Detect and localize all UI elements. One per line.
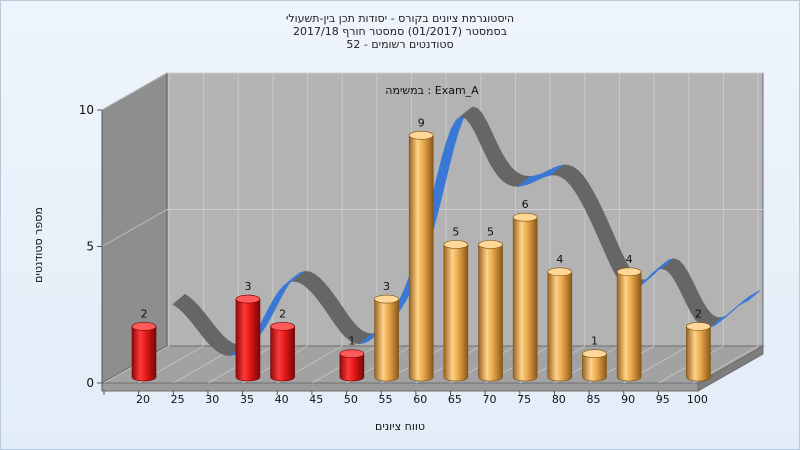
- bar-top: [408, 131, 434, 140]
- y-tick-label: 0: [86, 376, 94, 390]
- bar: [478, 244, 503, 382]
- bar-value-label: 2: [695, 307, 702, 320]
- x-tick-label: 65: [448, 393, 462, 406]
- grid-line-h-side: [101, 209, 168, 247]
- bar: [512, 216, 538, 382]
- bar: [374, 298, 399, 382]
- bar: [547, 271, 573, 382]
- y-tick-label: 5: [86, 240, 94, 254]
- bar: [131, 326, 157, 382]
- bar: [270, 326, 295, 382]
- x-tick-label: 100: [687, 393, 708, 406]
- x-axis-label: טווח ציונים: [375, 420, 425, 433]
- curve-ribbon-segment: [743, 290, 761, 303]
- bar-top: [512, 212, 538, 222]
- bar-value-label: 4: [626, 253, 633, 266]
- bar-value-label: 6: [522, 198, 529, 211]
- x-tick-label: 55: [379, 393, 393, 406]
- bar-top: [616, 267, 642, 277]
- bar: [582, 353, 607, 382]
- x-tick-label: 80: [552, 393, 566, 406]
- bar-value-label: 5: [452, 226, 459, 239]
- bar-top: [374, 294, 399, 304]
- bar-top: [339, 349, 365, 359]
- bar: [339, 353, 365, 382]
- bar-top: [270, 322, 295, 331]
- bar-top: [478, 240, 503, 249]
- x-tick-label: 70: [483, 393, 497, 406]
- bar-top: [582, 349, 607, 359]
- grid-line-h-side: [101, 72, 168, 111]
- bar-top: [686, 322, 711, 331]
- x-tick-label: 85: [586, 393, 600, 406]
- bar-value-label: 5: [487, 226, 494, 239]
- x-tick-label: 90: [621, 393, 635, 406]
- x-tick-label: 75: [517, 393, 531, 406]
- bar-value-label: 3: [383, 280, 390, 293]
- bar: [235, 298, 261, 382]
- x-tick-label: 30: [205, 393, 219, 406]
- bar: [443, 244, 469, 382]
- bar-value-label: 1: [591, 335, 598, 348]
- bar-value-label: 2: [279, 307, 286, 320]
- bar-top: [547, 267, 573, 277]
- bar-value-label: 2: [141, 307, 148, 320]
- floor-side: [697, 345, 764, 392]
- x-tick-label: 45: [309, 393, 323, 406]
- chart-annotation: במשימה : Exam_A: [385, 84, 479, 97]
- bar-top: [235, 294, 261, 304]
- bar-value-label: 1: [348, 335, 355, 348]
- bar-top: [131, 322, 157, 331]
- x-tick-label: 50: [344, 393, 358, 406]
- x-tick-label: 25: [171, 393, 185, 406]
- chart-title-line-2: בסמסטר (01/2017) סמסטר חורף 2017/18: [293, 25, 507, 38]
- bar-value-label: 3: [244, 280, 251, 293]
- floor-edge: [101, 382, 699, 392]
- y-tick-label: 10: [79, 103, 94, 117]
- bar-top: [443, 240, 469, 249]
- bar: [686, 326, 711, 382]
- x-tick-label: 60: [413, 393, 427, 406]
- x-tick-label: 35: [240, 393, 254, 406]
- chart-title-line-3: סטודנטים רשומים - 52: [346, 38, 454, 51]
- bar: [616, 271, 642, 382]
- y-axis-label: מספר סטודנטים: [32, 207, 45, 283]
- bar-value-label: 4: [556, 253, 563, 266]
- x-tick-label: 40: [275, 393, 289, 406]
- bar: [408, 135, 434, 382]
- chart-title-line-1: היסטוגרמת ציונים בקורס - יסודות תכן בין-…: [285, 12, 515, 25]
- x-tick-label: 20: [136, 393, 150, 406]
- x-tick-label: 95: [656, 393, 670, 406]
- bar-value-label: 9: [418, 116, 425, 129]
